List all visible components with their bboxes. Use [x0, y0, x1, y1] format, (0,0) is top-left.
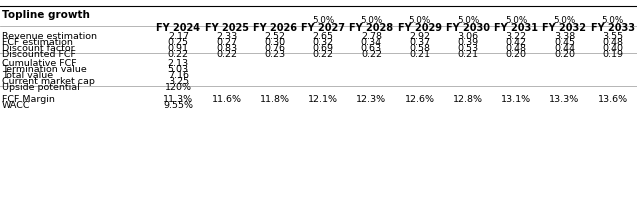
Text: 0.20: 0.20: [554, 50, 575, 59]
Text: 0.20: 0.20: [506, 50, 527, 59]
Text: FY 2026: FY 2026: [253, 23, 297, 33]
Text: 0.91: 0.91: [168, 44, 189, 53]
Text: 0.40: 0.40: [602, 44, 623, 53]
Text: 0.22: 0.22: [216, 50, 237, 59]
Text: 0.48: 0.48: [602, 38, 623, 47]
Text: FY 2024: FY 2024: [156, 23, 200, 33]
Text: Cumulative FCF: Cumulative FCF: [2, 59, 77, 68]
Text: 5.0%: 5.0%: [602, 16, 624, 25]
Text: 0.69: 0.69: [312, 44, 333, 53]
Text: 0.42: 0.42: [506, 38, 527, 47]
Text: 0.45: 0.45: [554, 38, 575, 47]
Text: FCF Margin: FCF Margin: [2, 95, 55, 103]
Text: 3.06: 3.06: [458, 32, 479, 41]
Text: Current market cap: Current market cap: [2, 77, 95, 85]
Text: 0.34: 0.34: [361, 38, 382, 47]
Text: 0.53: 0.53: [458, 44, 479, 53]
Text: FY 2030: FY 2030: [446, 23, 490, 33]
Text: 13.1%: 13.1%: [501, 95, 531, 103]
Text: 5.0%: 5.0%: [457, 16, 479, 25]
Text: 0.21: 0.21: [409, 50, 430, 59]
Text: 13.3%: 13.3%: [549, 95, 580, 103]
Text: 0.22: 0.22: [361, 50, 382, 59]
Text: WACC: WACC: [2, 101, 31, 109]
Text: 0.22: 0.22: [312, 50, 333, 59]
Text: FY 2027: FY 2027: [301, 23, 345, 33]
Text: 2.52: 2.52: [264, 32, 285, 41]
Text: 5.03: 5.03: [168, 65, 189, 74]
Text: 2.78: 2.78: [361, 32, 382, 41]
Text: 0.58: 0.58: [409, 44, 430, 53]
Text: 3.55: 3.55: [602, 32, 623, 41]
Text: 0.44: 0.44: [554, 44, 575, 53]
Text: FY 2029: FY 2029: [397, 23, 442, 33]
Text: 0.27: 0.27: [216, 38, 237, 47]
Text: Termination value: Termination value: [2, 65, 87, 74]
Text: 3.38: 3.38: [554, 32, 575, 41]
Text: 2.92: 2.92: [409, 32, 430, 41]
Text: 7.16: 7.16: [168, 71, 189, 80]
Text: 2.17: 2.17: [168, 32, 189, 41]
Text: 5.0%: 5.0%: [505, 16, 527, 25]
Text: 0.76: 0.76: [264, 44, 285, 53]
Text: 11.8%: 11.8%: [260, 95, 290, 103]
Text: 5.0%: 5.0%: [312, 16, 334, 25]
Text: 0.48: 0.48: [506, 44, 527, 53]
Text: 0.22: 0.22: [168, 50, 189, 59]
Text: 12.1%: 12.1%: [308, 95, 338, 103]
Text: FY 2031: FY 2031: [494, 23, 538, 33]
Text: 11.6%: 11.6%: [212, 95, 242, 103]
Text: 12.8%: 12.8%: [453, 95, 483, 103]
Text: 3.25: 3.25: [168, 77, 189, 85]
Text: Revenue estimation: Revenue estimation: [2, 32, 97, 41]
Text: 2.65: 2.65: [312, 32, 333, 41]
Text: 0.83: 0.83: [216, 44, 237, 53]
Text: FY 2033: FY 2033: [591, 23, 635, 33]
Text: 11.3%: 11.3%: [163, 95, 193, 103]
Text: 0.63: 0.63: [361, 44, 382, 53]
Text: 5.0%: 5.0%: [408, 16, 431, 25]
Text: 0.37: 0.37: [409, 38, 430, 47]
Text: Discounted FCF: Discounted FCF: [2, 50, 76, 59]
Text: 0.32: 0.32: [312, 38, 333, 47]
Text: 0.21: 0.21: [458, 50, 478, 59]
Text: 12.6%: 12.6%: [404, 95, 435, 103]
Text: 9.55%: 9.55%: [163, 101, 193, 109]
Text: 0.39: 0.39: [458, 38, 479, 47]
Text: 5.0%: 5.0%: [554, 16, 575, 25]
Text: FY 2028: FY 2028: [349, 23, 394, 33]
Text: 0.19: 0.19: [602, 50, 623, 59]
Text: 0.25: 0.25: [168, 38, 189, 47]
Text: Topline growth: Topline growth: [2, 10, 90, 20]
Text: 5.0%: 5.0%: [360, 16, 383, 25]
Text: Upside potential: Upside potential: [2, 83, 80, 91]
Text: Total value: Total value: [2, 71, 53, 80]
Text: 3.22: 3.22: [506, 32, 527, 41]
Text: FCF estimation: FCF estimation: [2, 38, 73, 47]
Text: 0.23: 0.23: [264, 50, 285, 59]
Text: FY 2032: FY 2032: [543, 23, 586, 33]
Text: Discount factor: Discount factor: [2, 44, 75, 53]
Text: 120%: 120%: [165, 83, 192, 91]
Text: 2.33: 2.33: [216, 32, 237, 41]
Text: 2.13: 2.13: [168, 59, 189, 68]
Text: 12.3%: 12.3%: [356, 95, 387, 103]
Text: 0.30: 0.30: [264, 38, 285, 47]
Text: 13.6%: 13.6%: [598, 95, 628, 103]
Text: FY 2025: FY 2025: [205, 23, 248, 33]
